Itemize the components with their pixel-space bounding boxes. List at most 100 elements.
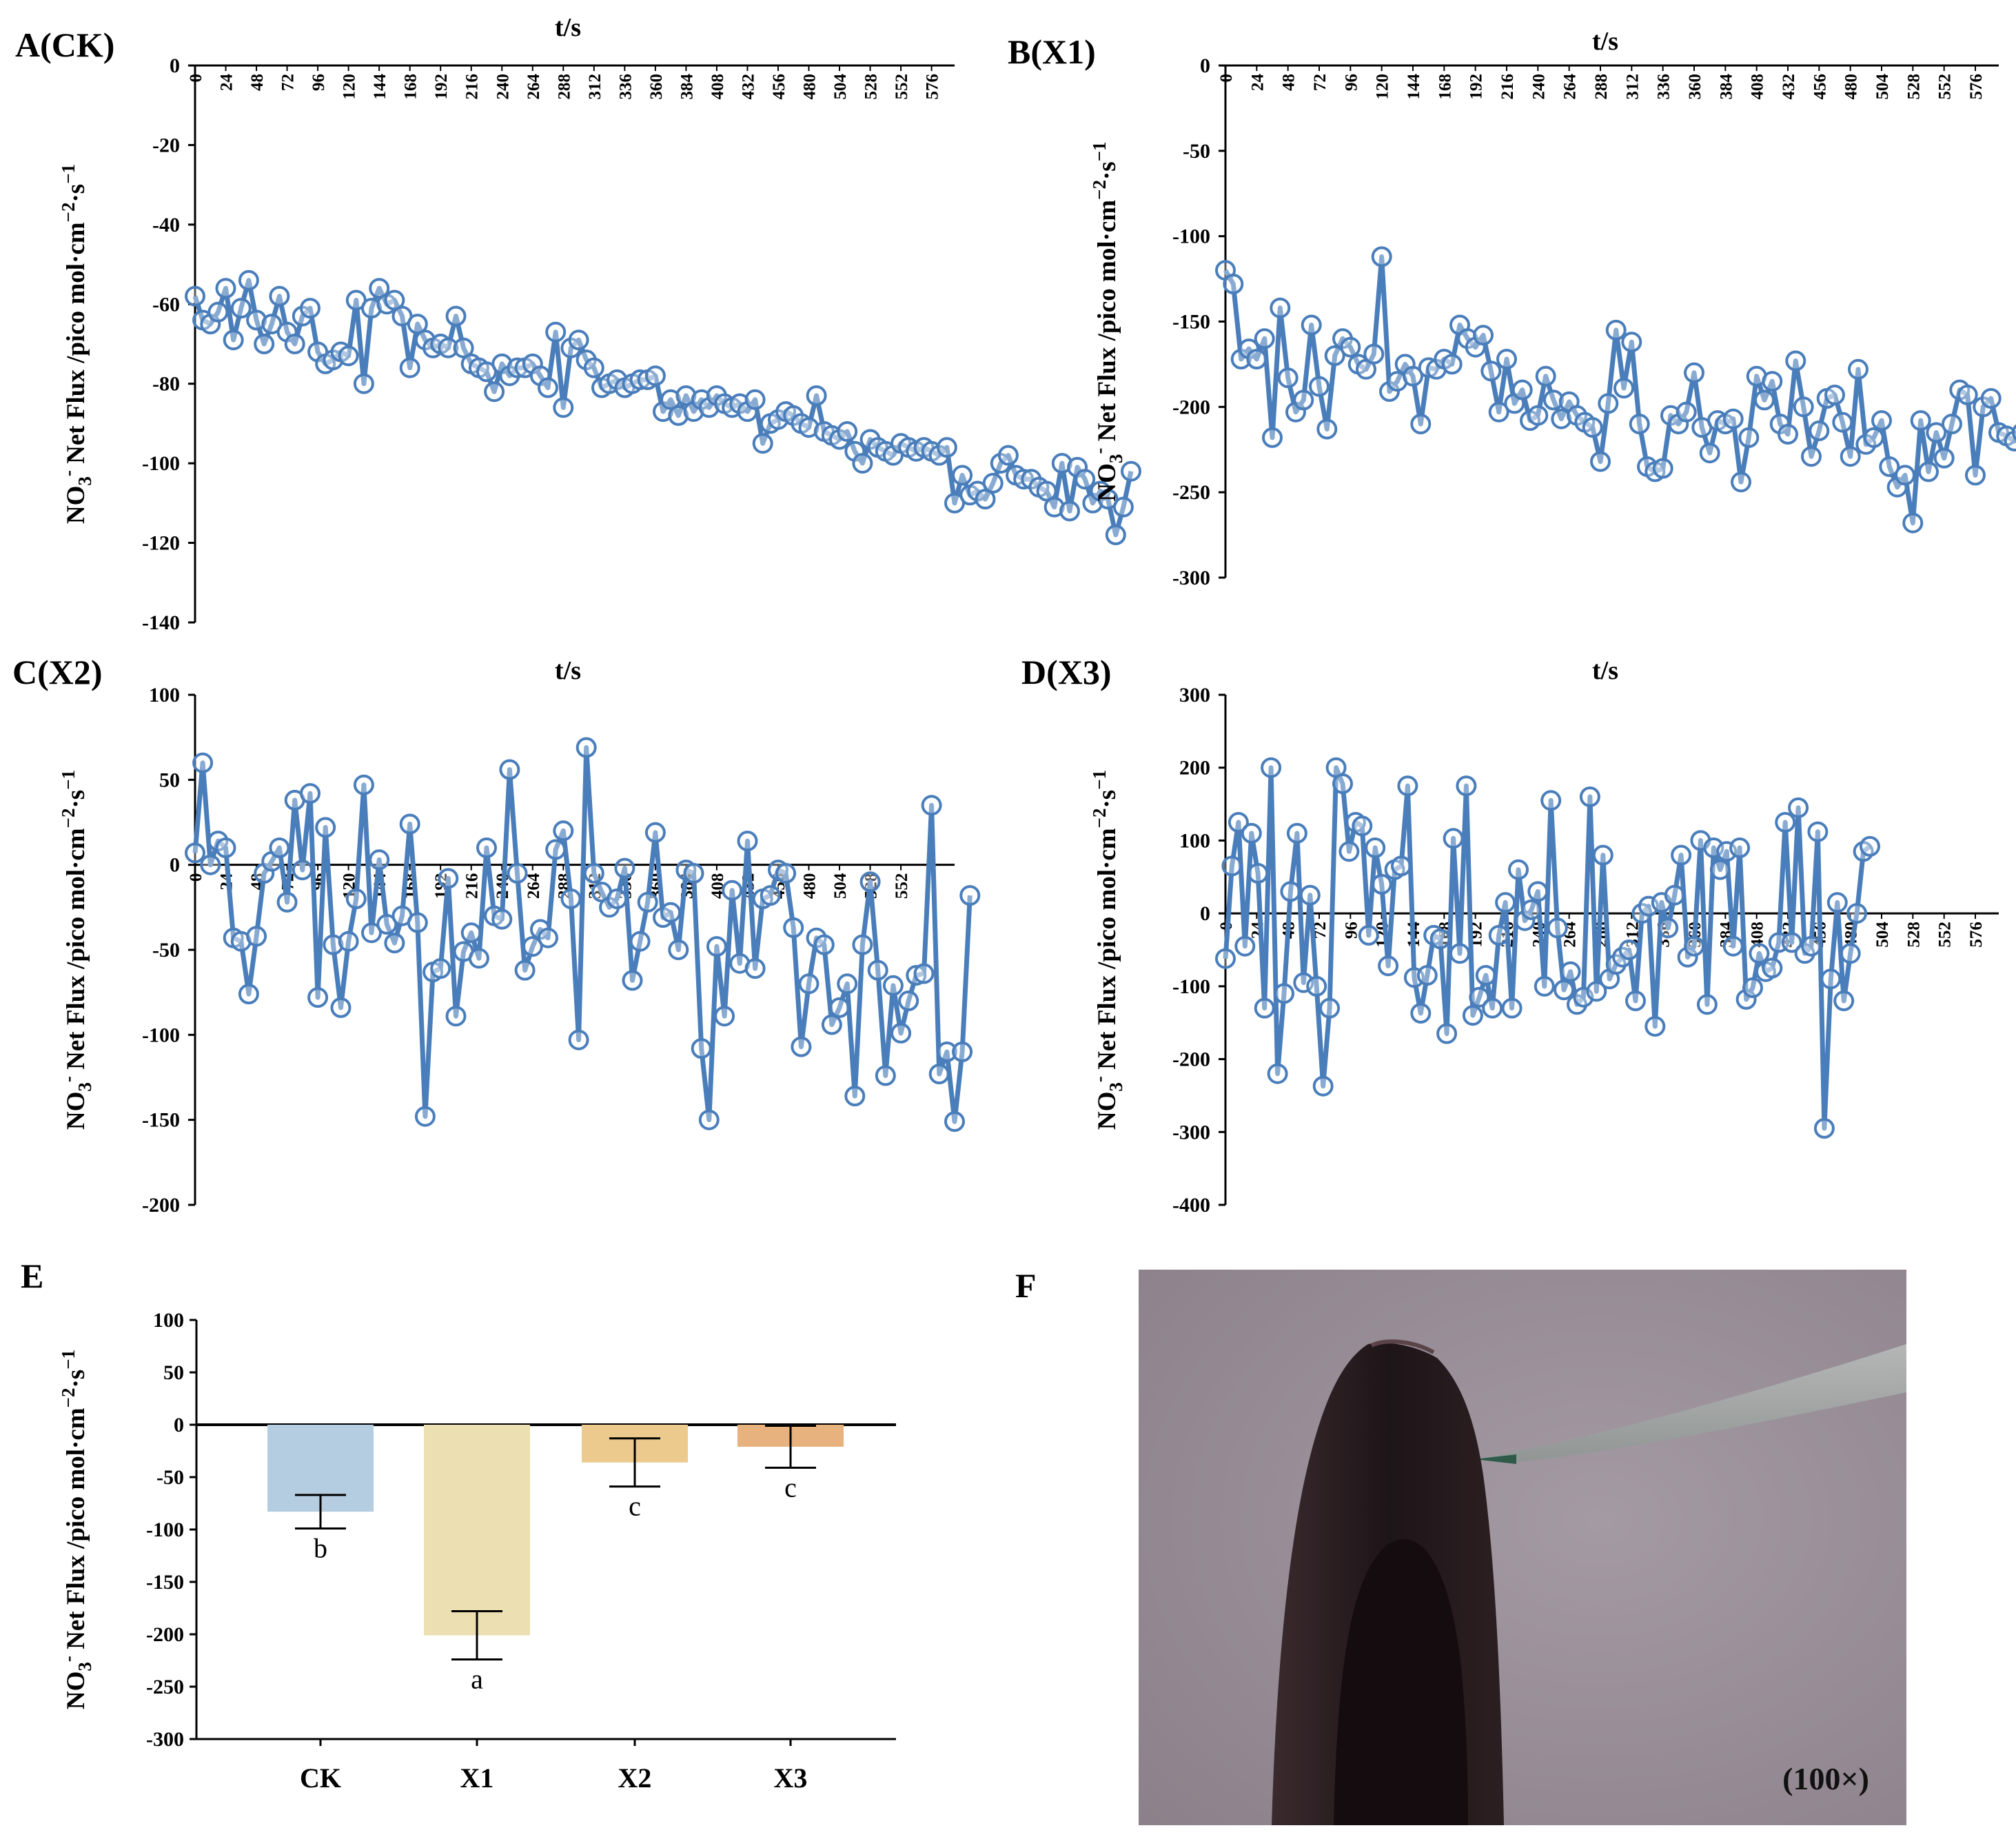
chart-ack-x-axis-label: t/s (555, 13, 581, 42)
chart-bx1-data-point (1582, 417, 1603, 438)
chart-cx2-data-point (269, 837, 290, 858)
chart-dx3-data-point (1775, 812, 1796, 833)
chart-ack-y-tick-label: -40 (152, 214, 180, 236)
chart-dx3-data-point (1248, 863, 1269, 884)
chart-cx2-y-axis-label: NO3- Net Flux /pico mol·cm−2·s−1 (58, 770, 95, 1130)
chart-cx2-x-axis-label: t/s (555, 656, 581, 685)
chart-cx2-data-point (276, 891, 298, 913)
chart-ack-panel-letter: A(CK) (15, 26, 114, 64)
chart-ack-data-point (223, 329, 244, 351)
chart-ack-y-tick-label: -120 (142, 532, 180, 555)
chart-dx3-data-point (1410, 1003, 1432, 1024)
chart-dx3-data-point (1391, 855, 1412, 877)
chart-dx3-data-point (1371, 873, 1392, 895)
chart-bx1-x-tick-label: 456 (1811, 74, 1829, 100)
chart-ack-x-tick-label: 456 (770, 74, 788, 100)
chart-ack-x-tick-label: 0 (187, 74, 205, 83)
chart-dx3-data-point (1215, 948, 1236, 969)
chart-bx1-data-point (1965, 465, 1986, 486)
chart-dx3-data-point (1781, 932, 1802, 953)
chart-bx1-x-tick-label: 240 (1529, 74, 1548, 100)
photo-panel-f: F (100×) (1015, 1266, 1906, 1825)
chart-ack-x-tick-label: 168 (402, 74, 420, 100)
chart-dx3-data-point (1820, 968, 1842, 990)
chart-cx2-data-point (491, 908, 513, 930)
chart-cx2-data-point (522, 936, 543, 957)
chart-dx3-x-axis-label: t/s (1592, 656, 1618, 685)
chart-bx1-x-tick-label: 576 (1967, 74, 1986, 100)
chart-cx2-data-point (307, 987, 329, 1008)
chart-dx3-data-point (1261, 757, 1282, 778)
root-stele (1334, 1539, 1468, 1825)
chart-ack-x-tick-label: 528 (862, 74, 881, 100)
chart-bx1-data-point (1598, 393, 1619, 414)
chart-bx1-data-point (1731, 471, 1751, 493)
chart-cx2-data-point (844, 1086, 866, 1107)
chart-cx2-data-point (706, 936, 727, 957)
chart-dx3-data-point (1801, 935, 1822, 957)
chart-ack-data-point (484, 381, 505, 403)
chart-cx2-data-point (376, 914, 398, 935)
chart-dx3-data-point (1671, 844, 1692, 866)
chart-bx1-data-point (1590, 451, 1611, 472)
chart-dx3-data-point (1378, 955, 1399, 977)
chart-bx1-data-point (1895, 465, 1915, 486)
chart-bx1-data-point (1863, 427, 1884, 448)
chart-cx2-data-point (629, 931, 651, 952)
chart-dx3-data-point (1319, 997, 1341, 1019)
chart-bx1-x-tick-label: 360 (1686, 74, 1704, 100)
chart-bx1-x-axis-label: t/s (1592, 27, 1618, 56)
chart-ack-x-tick-label: 408 (709, 74, 727, 100)
chart-bx1-data-point (1785, 350, 1806, 372)
chart-cx2-data-point (813, 934, 835, 955)
chart-ack-data-point (445, 305, 467, 327)
chart-cx2-data-point (744, 958, 766, 979)
chart-ack-x-tick-label: 24 (218, 74, 236, 92)
chart-ack-data-point (1075, 469, 1096, 490)
chart-dx3-data-point (1286, 822, 1307, 844)
chart-dx3-x-tick-label: 96 (1342, 922, 1361, 939)
chart-ack-data-point (1105, 525, 1126, 545)
chart-dx3-data-point (1742, 977, 1763, 998)
chart-e: E NO3- Net Flux /pico mol·cm−2·s−1 100 50 0 -… (21, 1257, 896, 1794)
chart-cx2-data-point (369, 849, 390, 871)
chart-dx3-data-point (1299, 884, 1321, 906)
chart-bx1-data-point (1496, 349, 1517, 369)
chart-ack-data-point (668, 405, 689, 426)
chart-dx3-data-point (1449, 943, 1470, 964)
chart-dx3-data-point (1658, 917, 1679, 939)
chart-dx3-data-point (1429, 928, 1451, 950)
chart-ack: A(CK) t/s NO3- Net Flux /pico mol·cm−2·s−1… (15, 13, 1141, 634)
chart-dx3-data-point (1527, 881, 1549, 902)
chart-ack-x-tick-label: 264 (525, 74, 543, 100)
chart-bx1-data-point (1684, 362, 1704, 383)
chart-bx1-data-point (1324, 345, 1345, 366)
chart-e-category-label: X3 (774, 1762, 808, 1794)
chart-bx1-data-point (1980, 388, 2002, 409)
chart-cx2-data-point (353, 774, 374, 795)
chart-dx3-data-point (1547, 917, 1568, 939)
chart-e-y-tick-label: -50 (156, 1466, 184, 1489)
chart-bx1-data-point (1722, 408, 1744, 429)
chart-bx1-data-point (1363, 343, 1385, 365)
chart-dx3-data-point (1684, 935, 1704, 957)
chart-ack-y-axis-label: NO3- Net Flux /pico mol·cm−2·s−1 (58, 164, 95, 524)
chart-dx3-data-point (1534, 975, 1555, 997)
chart-bx1-x-tick-label: 336 (1655, 74, 1673, 100)
chart-cx2-y-tick-label: -100 (142, 1024, 180, 1046)
chart-dx3-x-tick-label: 552 (1936, 922, 1955, 948)
chart-cx2-data-point (837, 973, 858, 995)
chart-cx2-x-tick-label: 480 (801, 873, 819, 900)
chart-bx1: B(X1) t/s NO3- Net Flux /pico mol·cm−2·s−1… (1008, 27, 2016, 589)
chart-ack-data-point (1051, 453, 1072, 474)
chart-cx2-data-point (691, 1038, 712, 1059)
chart-cx2-data-point (185, 842, 205, 864)
chart-cx2-data-point (959, 885, 981, 906)
chart-ack-y-tick-label: -20 (152, 134, 180, 156)
chart-bx1-data-point (1371, 246, 1392, 267)
chart-bx1-data-point (1832, 412, 1853, 433)
chart-ack-data-point (246, 309, 267, 331)
chart-cx2-data-point (553, 820, 574, 842)
chart-ack-data-point (438, 337, 459, 358)
chart-ack-data-point (952, 465, 973, 486)
